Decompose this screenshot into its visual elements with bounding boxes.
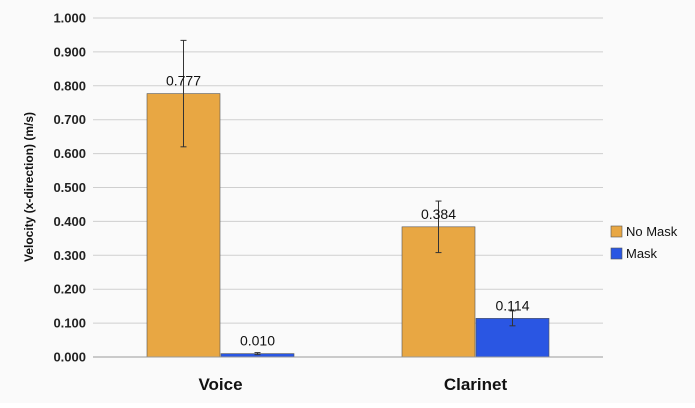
data-label: 0.384	[421, 206, 456, 222]
x-category-label: Clarinet	[444, 375, 508, 394]
y-tick-label: 0.600	[53, 146, 86, 161]
y-tick-label: 0.500	[53, 180, 86, 195]
data-labels: 0.777 0.010 0.384 0.114	[166, 73, 530, 349]
y-tick-label: 0.300	[53, 248, 86, 263]
y-tick-label: 1.000	[53, 11, 86, 26]
legend: No Mask Mask	[610, 224, 678, 261]
y-tick-label: 0.100	[53, 316, 86, 331]
y-tick-label: 0.200	[53, 282, 86, 297]
y-axis-title: Velocity (x-direction) (m/s)	[22, 112, 36, 262]
y-tick-label: 0.800	[53, 78, 86, 93]
error-bars	[180, 39, 516, 356]
legend-swatch	[610, 247, 623, 260]
y-tick-label: 0.000	[53, 350, 86, 365]
y-axis-ticks: 0.000 0.100 0.200 0.300 0.400 0.500 0.600 0.700…	[53, 11, 86, 365]
y-tick-label: 0.900	[53, 44, 86, 59]
y-tick-label: 0.400	[53, 214, 86, 229]
data-label: 0.010	[240, 333, 275, 349]
bars	[146, 93, 550, 358]
legend-label: No Mask	[626, 224, 678, 239]
x-category-label: Voice	[198, 375, 242, 394]
y-tick-label: 0.700	[53, 112, 86, 127]
data-label: 0.777	[166, 73, 201, 89]
x-axis-categories: Voice Clarinet	[198, 375, 507, 394]
data-label: 0.114	[496, 297, 530, 313]
legend-swatch	[610, 225, 623, 238]
legend-label: Mask	[626, 246, 658, 261]
